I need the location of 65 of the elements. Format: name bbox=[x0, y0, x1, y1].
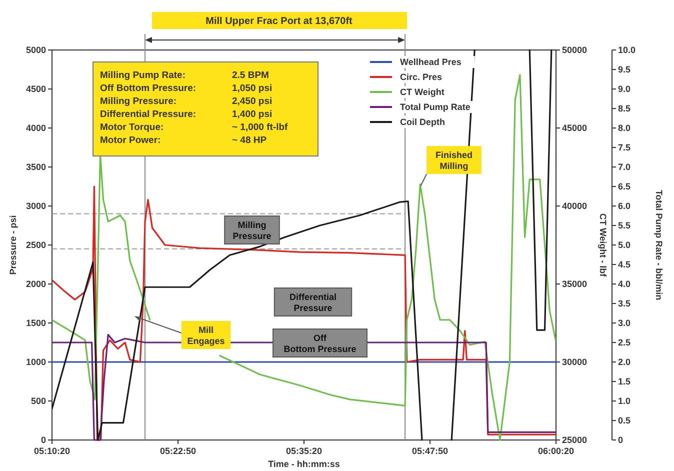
legend-label: Total Pump Rate bbox=[400, 102, 470, 112]
y3-tick-label: 8.5 bbox=[618, 104, 631, 114]
y2-tick-label: 30000 bbox=[562, 357, 588, 368]
legend-label: CT Weight bbox=[400, 87, 444, 98]
y2-tick-label: 35000 bbox=[562, 279, 588, 290]
text: Off Bottom Pressure: 1,050 psi bbox=[100, 83, 272, 94]
chart-title: Mill Upper Frac Port at 13,670ft bbox=[206, 16, 354, 27]
x-tick-label: 05:47:50 bbox=[412, 446, 448, 456]
y-tick-label: 1500 bbox=[26, 318, 46, 328]
legend-label: Coil Depth bbox=[400, 117, 445, 128]
y3-axis-title: Total Pump Rate - bbl/min bbox=[654, 190, 664, 300]
y2-tick-label: 40000 bbox=[562, 201, 588, 212]
legend-label: Circ. Pres bbox=[400, 72, 442, 82]
text: Milling Pump Rate: 2.5 BPM bbox=[100, 70, 269, 81]
y3-tick-label: 6.5 bbox=[618, 182, 631, 192]
y3-tick-label: 5.5 bbox=[618, 220, 631, 231]
y3-tick-label: 0.5 bbox=[618, 416, 631, 426]
y-tick-label: 5000 bbox=[26, 45, 46, 56]
x-tick-label: 05:22:50 bbox=[160, 446, 196, 456]
y3-tick-label: 8.0 bbox=[618, 123, 631, 134]
y2-axis-title: CT Weight - lbf bbox=[598, 213, 608, 278]
y3-tick-label: 3.0 bbox=[618, 318, 631, 328]
y3-tick-label: 7.0 bbox=[618, 162, 631, 172]
annotation: Milling Pressure bbox=[232, 220, 272, 241]
text: Differential Pressure: 1,400 psi bbox=[100, 109, 272, 120]
annotation: Finished Milling bbox=[435, 150, 473, 171]
y3-tick-label: 2.0 bbox=[618, 357, 631, 368]
y-tick-label: 500 bbox=[30, 396, 46, 406]
y-tick-label: 4500 bbox=[26, 84, 46, 94]
y2-tick-label: 25000 bbox=[562, 435, 588, 446]
y-tick-label: 4000 bbox=[26, 123, 46, 134]
y-axis-title: Pressure - psi bbox=[8, 215, 18, 275]
y3-tick-label: 9.0 bbox=[618, 84, 631, 94]
y-tick-label: 2000 bbox=[26, 279, 46, 290]
annotation: Off Bottom Pressure bbox=[284, 333, 356, 354]
y-tick-label: 3500 bbox=[26, 162, 46, 172]
legend-label: Wellhead Pres bbox=[400, 57, 462, 68]
y3-tick-label: 5.0 bbox=[618, 240, 631, 250]
x-tick-label: 06:00:20 bbox=[538, 446, 574, 456]
y3-tick-label: 3.5 bbox=[618, 298, 631, 309]
y2-tick-label: 50000 bbox=[562, 45, 588, 56]
y3-tick-label: 6.0 bbox=[618, 201, 631, 212]
y3-tick-label: 9.5 bbox=[618, 64, 631, 75]
y-tick-label: 0 bbox=[40, 435, 46, 446]
y-tick-label: 3000 bbox=[26, 201, 46, 212]
y3-tick-label: 4.5 bbox=[618, 260, 631, 270]
y3-tick-label: 1.0 bbox=[618, 396, 631, 406]
y-tick-label: 1000 bbox=[26, 357, 46, 368]
y3-tick-label: 7.5 bbox=[618, 142, 631, 153]
y2-tick-label: 45000 bbox=[562, 123, 588, 134]
y3-tick-label: 10.0 bbox=[618, 45, 636, 56]
y-tick-label: 2500 bbox=[26, 240, 46, 250]
y3-tick-label: 1.5 bbox=[618, 376, 631, 387]
text: Motor Power: ~ 48 HP bbox=[100, 135, 267, 146]
x-tick-label: 05:10:20 bbox=[34, 446, 70, 456]
annotation: Mill Engages bbox=[187, 325, 225, 346]
x-axis-title: Time - hh:mm:ss bbox=[268, 459, 340, 469]
line-series bbox=[52, 186, 556, 441]
text: Milling Pressure: 2,450 psi bbox=[100, 96, 272, 107]
y3-tick-label: 4.0 bbox=[618, 279, 631, 290]
text: Motor Torque: ~ 1,000 ft-lbf bbox=[100, 122, 288, 133]
y3-tick-label: 0 bbox=[618, 435, 624, 446]
y3-tick-label: 2.5 bbox=[618, 338, 631, 348]
annotation: Differential Pressure bbox=[289, 292, 337, 313]
x-tick-label: 05:35:20 bbox=[286, 446, 322, 456]
